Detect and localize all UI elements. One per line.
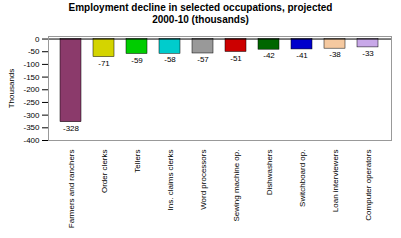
svg-text:-328: -328 xyxy=(63,124,80,133)
svg-text:Order clerks: Order clerks xyxy=(100,150,109,194)
html-text:Employment decline in selected: Employment decline in selected occupatio… xyxy=(68,2,333,13)
svg-text:Dishwashers: Dishwashers xyxy=(265,150,274,196)
svg-text:-50: -50 xyxy=(28,47,40,56)
svg-text:-51: -51 xyxy=(230,54,242,63)
svg-text:-150: -150 xyxy=(23,73,40,82)
svg-text:Switchboard op.: Switchboard op. xyxy=(298,150,307,207)
svg-text:-350: -350 xyxy=(23,123,40,132)
svg-text:Word processors: Word processors xyxy=(199,150,208,210)
svg-text:-250: -250 xyxy=(23,98,40,107)
svg-text:Tellers: Tellers xyxy=(133,150,142,173)
svg-text:-400: -400 xyxy=(23,136,40,145)
svg-text:Computer operators: Computer operators xyxy=(364,150,373,221)
svg-text:Sewing machine op.: Sewing machine op. xyxy=(232,150,241,222)
svg-text:-41: -41 xyxy=(296,51,308,60)
svg-text:-42: -42 xyxy=(263,51,275,60)
svg-text:Thousands: Thousands xyxy=(7,69,16,109)
svg-text:Ins. claims clerks: Ins. claims clerks xyxy=(166,150,175,211)
svg-text:-200: -200 xyxy=(23,85,40,94)
svg-text:-59: -59 xyxy=(131,56,143,65)
svg-text:0: 0 xyxy=(35,35,40,44)
svg-text:-300: -300 xyxy=(23,111,40,120)
svg-text:-100: -100 xyxy=(23,60,40,69)
svg-text:-38: -38 xyxy=(329,50,341,59)
svg-text:Farmers and ranchers: Farmers and ranchers xyxy=(67,150,76,229)
svg-text:Loan interviewers: Loan interviewers xyxy=(331,150,340,213)
svg-text:-57: -57 xyxy=(197,55,209,64)
svg-text:-58: -58 xyxy=(164,55,176,64)
html-text:2000-10 (thousands): 2000-10 (thousands) xyxy=(152,14,249,25)
svg-text:-71: -71 xyxy=(98,59,110,68)
svg-text:-33: -33 xyxy=(362,49,374,58)
